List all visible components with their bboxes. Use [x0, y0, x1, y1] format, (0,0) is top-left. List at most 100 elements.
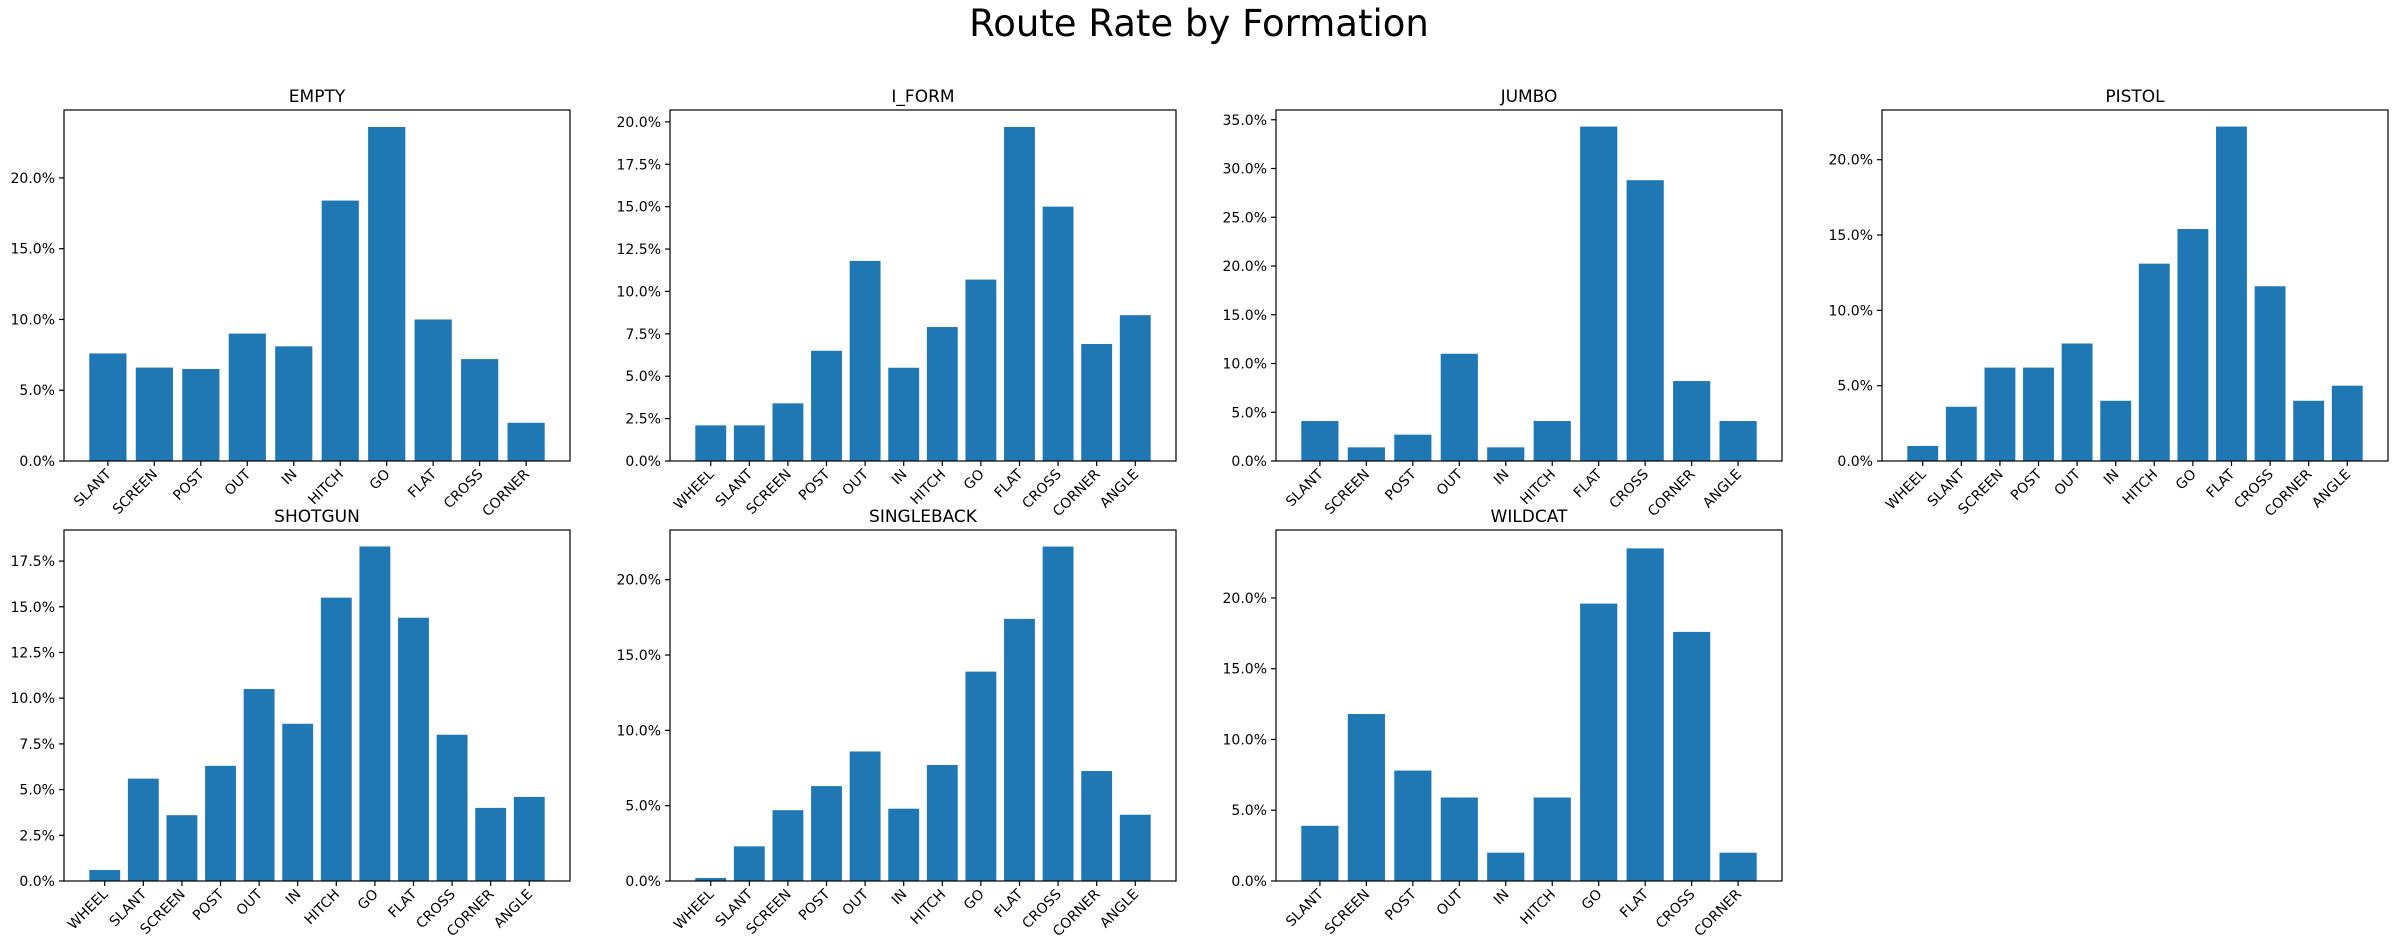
axes-frame	[1275, 529, 1783, 882]
y-tick-label: 7.5%	[19, 737, 55, 753]
bar-hitch	[926, 327, 958, 461]
bar-in	[1487, 447, 1525, 461]
x-tick-label-out: OUT	[2052, 466, 2085, 499]
bar-post	[811, 786, 842, 881]
bar-out	[849, 751, 881, 881]
bar-flat	[1626, 548, 1664, 881]
bar-go	[965, 671, 997, 881]
x-tick-label-go: GO	[2173, 467, 2200, 494]
x-tick-label-corner: CORNER	[1645, 466, 1699, 520]
bar-hitch	[321, 200, 359, 461]
x-tick-label-post: POST	[796, 466, 834, 504]
x-tick-label-in: IN	[889, 467, 911, 489]
bar-screen	[166, 815, 198, 881]
bar-slant	[89, 353, 127, 461]
y-tick-label: 17.5%	[617, 157, 661, 173]
x-tick-label-out: OUT	[840, 886, 873, 919]
y-tick-label: 5.0%	[19, 783, 55, 799]
y-tick-label: 0.0%	[1231, 454, 1267, 470]
y-tick-label: 15.0%	[11, 242, 55, 258]
y-tick-label: 20.0%	[1223, 591, 1267, 607]
x-tick-label-out: OUT	[234, 886, 267, 919]
bar-flat	[1004, 618, 1035, 881]
x-tick-label-angle: ANGLE	[1097, 887, 1142, 932]
x-tick-label-in: IN	[1491, 467, 1513, 489]
x-tick-label-slant: SLANT	[1283, 886, 1327, 930]
subplot-title: PISTOL	[2105, 87, 2165, 107]
x-tick-label-in: IN	[283, 887, 305, 909]
x-tick-label-flat: FLAT	[405, 466, 440, 501]
y-tick-label: 20.0%	[11, 171, 55, 187]
bar-hitch	[2138, 263, 2170, 461]
x-tick-label-go: GO	[961, 467, 988, 494]
x-tick-label-go: GO	[1579, 887, 1606, 914]
x-tick-label-go: GO	[367, 467, 394, 494]
bar-slant	[1945, 406, 1977, 461]
x-tick-label-angle: ANGLE	[1097, 467, 1142, 512]
bar-cross	[2254, 286, 2286, 461]
bar-cross	[1042, 206, 1074, 461]
bar-cross	[1626, 180, 1664, 461]
x-tick-label-screen: SCREEN	[110, 467, 161, 518]
x-tick-label-screen: SCREEN	[1322, 467, 1373, 518]
bar-slant	[127, 778, 159, 882]
x-tick-label-hitch: HITCH	[306, 467, 348, 509]
y-tick-label: 15.0%	[1223, 308, 1267, 324]
bar-out	[1440, 797, 1478, 881]
x-tick-label-post: POST	[190, 886, 228, 924]
bar-slant	[1301, 421, 1339, 461]
bar-go	[368, 126, 406, 461]
x-tick-label-hitch: HITCH	[2120, 467, 2162, 509]
x-tick-label-post: POST	[2008, 466, 2046, 504]
y-tick-label: 10.0%	[11, 691, 55, 707]
x-tick-label-cross: CROSS	[441, 466, 487, 512]
bar-screen	[135, 367, 173, 461]
y-tick-label: 0.0%	[19, 454, 55, 470]
x-tick-label-screen: SCREEN	[1322, 887, 1373, 938]
y-tick-label: 10.0%	[1829, 303, 1873, 319]
bar-flat	[1004, 126, 1035, 462]
bar-corner	[507, 422, 545, 461]
y-tick-label: 5.0%	[19, 383, 55, 399]
y-tick-label: 15.0%	[617, 200, 661, 216]
y-tick-label: 10.0%	[617, 284, 661, 300]
x-tick-label-in: IN	[279, 467, 301, 489]
axes-frame	[669, 109, 1177, 462]
bar-wheel	[695, 877, 727, 881]
x-tick-label-slant: SLANT	[71, 466, 115, 510]
y-tick-label: 10.0%	[1223, 357, 1267, 373]
x-tick-label-wheel: WHEEL	[1883, 466, 1930, 513]
bar-angle	[1719, 421, 1757, 461]
bar-corner	[1081, 771, 1113, 881]
axes-frame	[63, 109, 571, 462]
bar-out	[228, 333, 266, 461]
y-tick-label: 5.0%	[1231, 405, 1267, 421]
y-tick-label: 5.0%	[1231, 803, 1267, 819]
bar-flat	[2216, 126, 2247, 461]
bar-angle	[513, 796, 545, 881]
x-tick-label-flat: FLAT	[1571, 466, 1606, 501]
bar-angle	[2331, 385, 2363, 461]
y-tick-label: 10.0%	[11, 312, 55, 328]
bar-screen	[772, 810, 804, 881]
y-tick-label: 20.0%	[617, 115, 661, 131]
bar-wheel	[695, 425, 727, 461]
subplot-i-form: 0.0% 2.5% 5.0% 7.5% 10.0% 12.5% 15.0% 17.5% 20.0…	[617, 87, 1177, 520]
x-tick-label-corner: CORNER	[1691, 886, 1745, 940]
subplot-title: SINGLEBACK	[869, 507, 978, 527]
x-tick-label-hitch: HITCH	[908, 887, 950, 929]
x-tick-label-angle: ANGLE	[2309, 467, 2354, 512]
subplot-title: SHOTGUN	[274, 507, 360, 527]
axes-frame	[63, 529, 571, 882]
x-tick-label-wheel: WHEEL	[671, 886, 718, 933]
x-tick-label-out: OUT	[840, 466, 873, 499]
bar-in	[888, 367, 920, 461]
bar-go	[2177, 229, 2209, 461]
x-tick-label-post: POST	[170, 466, 208, 504]
y-tick-label: 0.0%	[625, 874, 661, 890]
subplot-title: EMPTY	[289, 87, 346, 107]
x-tick-label-flat: FLAT	[992, 886, 1027, 921]
y-tick-label: 0.0%	[19, 874, 55, 890]
